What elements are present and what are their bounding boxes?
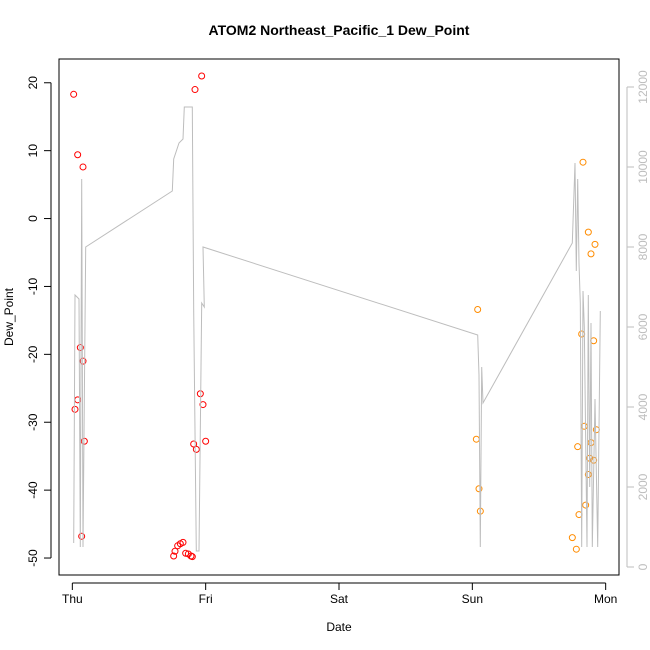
plot-frame bbox=[58, 58, 620, 576]
data-point bbox=[584, 228, 592, 236]
y-tick-label: -30 bbox=[26, 413, 40, 431]
y2-tick-label: 2000 bbox=[636, 473, 650, 500]
x-tick-label: Sat bbox=[330, 592, 349, 606]
y-tick-label: -50 bbox=[26, 549, 40, 567]
data-point bbox=[188, 553, 196, 561]
data-point bbox=[474, 306, 482, 314]
x-tick-label: Fri bbox=[199, 592, 213, 606]
data-point bbox=[578, 330, 586, 338]
data-point bbox=[78, 532, 86, 540]
plot-content bbox=[70, 72, 601, 561]
y-tick-label: -20 bbox=[26, 345, 40, 363]
y-tick-label: 0 bbox=[26, 215, 40, 222]
chart-title: ATOM2 Northeast_Pacific_1 Dew_Point bbox=[209, 22, 470, 38]
data-point bbox=[587, 250, 595, 258]
data-point bbox=[582, 501, 590, 509]
y-axis: -50 -40 -30 -20 -10 0 10 20 bbox=[26, 76, 52, 567]
data-point bbox=[475, 485, 483, 493]
y2-axis: 0 2000 4000 6000 8000 10000 12000 bbox=[626, 70, 650, 570]
data-point bbox=[182, 549, 190, 557]
data-point bbox=[591, 240, 599, 248]
data-point bbox=[192, 445, 200, 453]
data-point bbox=[79, 163, 87, 171]
x-tick-label: Mon bbox=[594, 592, 617, 606]
x-tick-label: Sun bbox=[462, 592, 483, 606]
x-tick-label: Thu bbox=[62, 592, 83, 606]
y-tick-label: -40 bbox=[26, 481, 40, 499]
x-axis-label: Date bbox=[326, 620, 352, 634]
series-line-2 bbox=[73, 106, 601, 552]
data-point bbox=[198, 72, 206, 80]
data-point bbox=[179, 538, 187, 546]
data-point bbox=[170, 552, 178, 560]
x-axis: Thu Fri Sat Sun Mon bbox=[62, 582, 617, 606]
data-point bbox=[574, 443, 582, 451]
y2-tick-label: 6000 bbox=[636, 313, 650, 340]
y-tick-label: 20 bbox=[26, 76, 40, 90]
data-point bbox=[171, 547, 179, 555]
data-point bbox=[579, 158, 587, 166]
data-point bbox=[76, 344, 84, 352]
data-point bbox=[190, 440, 198, 448]
y2-tick-label: 0 bbox=[636, 563, 650, 570]
data-point bbox=[202, 437, 210, 445]
data-point bbox=[472, 435, 480, 443]
data-point bbox=[79, 357, 87, 365]
data-point bbox=[191, 86, 199, 94]
y2-tick-label: 12000 bbox=[636, 70, 650, 104]
y-axis-label: Dew_Point bbox=[2, 287, 16, 346]
data-point bbox=[572, 545, 580, 553]
y2-tick-label: 8000 bbox=[636, 233, 650, 260]
data-point bbox=[584, 471, 592, 479]
data-point bbox=[568, 534, 576, 542]
y2-tick-label: 10000 bbox=[636, 150, 650, 184]
y-tick-label: 10 bbox=[26, 144, 40, 158]
data-point bbox=[70, 90, 78, 98]
data-point bbox=[74, 151, 82, 159]
data-point bbox=[199, 401, 207, 409]
data-point bbox=[71, 405, 79, 413]
y2-tick-label: 4000 bbox=[636, 393, 650, 420]
y-tick-label: -10 bbox=[26, 277, 40, 295]
